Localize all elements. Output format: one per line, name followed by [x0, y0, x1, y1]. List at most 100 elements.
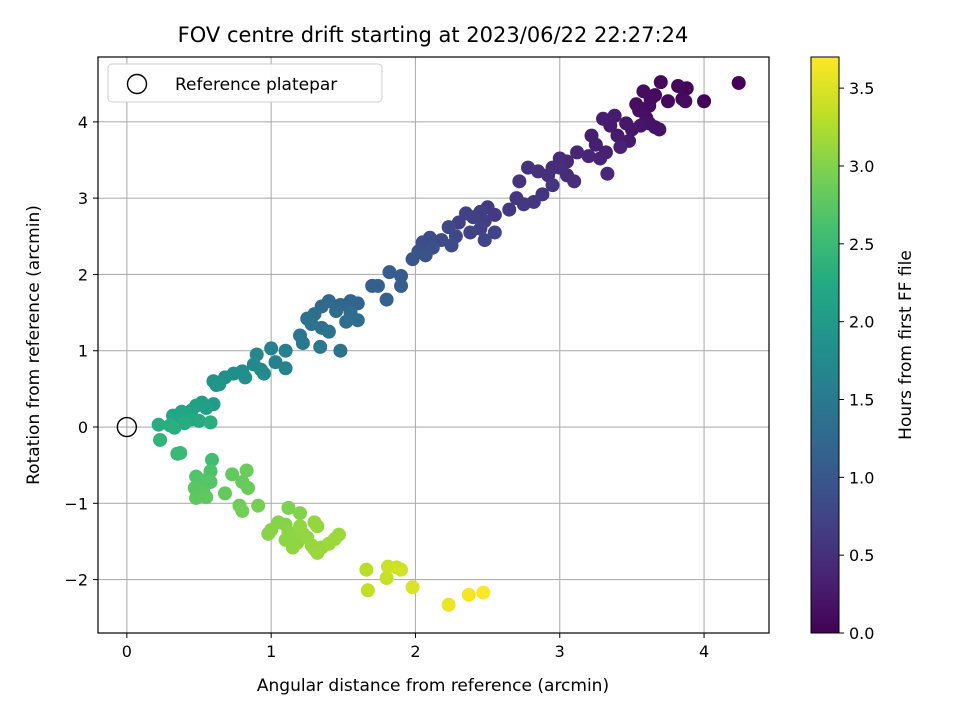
data-point	[593, 151, 608, 166]
data-point	[333, 343, 348, 358]
data-point	[331, 527, 346, 542]
data-point	[199, 490, 214, 505]
data-point	[153, 432, 168, 447]
data-point	[204, 452, 219, 467]
data-point	[570, 145, 585, 160]
data-point	[521, 160, 536, 175]
data-point	[278, 343, 293, 358]
data-point	[731, 75, 746, 90]
data-point	[379, 571, 394, 586]
data-point	[581, 149, 596, 164]
legend: Reference platepar	[107, 63, 383, 103]
data-point	[512, 174, 527, 189]
data-point	[382, 265, 397, 280]
colorbar-tick-label: 3.0	[849, 157, 874, 176]
data-point	[476, 585, 491, 600]
data-point	[405, 252, 420, 267]
data-point	[502, 202, 517, 217]
data-point	[653, 75, 668, 90]
data-point	[567, 174, 582, 189]
chart-title: FOV centre drift starting at 2023/06/22 …	[178, 23, 689, 47]
data-point	[339, 314, 354, 329]
data-point	[613, 140, 628, 155]
legend-marker-open-circle	[126, 73, 148, 95]
data-point	[610, 128, 625, 143]
data-point	[444, 238, 459, 253]
data-point	[192, 413, 207, 428]
data-point	[329, 304, 344, 319]
data-point	[167, 420, 182, 435]
data-point	[293, 519, 308, 534]
data-point	[418, 248, 433, 263]
data-point	[588, 137, 603, 152]
data-points	[151, 75, 746, 612]
data-point	[264, 341, 279, 356]
data-point	[487, 225, 502, 240]
data-point	[321, 324, 336, 339]
data-point	[173, 445, 188, 460]
y-tick-label: 0	[78, 418, 88, 437]
colorbar: 0.0 0.5 1.0 1.5 2.0 2.5 3.0 3.5	[810, 56, 874, 643]
data-point	[394, 562, 409, 577]
data-point	[405, 580, 420, 595]
data-point	[151, 417, 166, 432]
x-tick-label: 2	[410, 642, 420, 661]
data-point	[697, 94, 712, 109]
y-axis-label: Rotation from reference (arcmin)	[24, 205, 44, 485]
data-point	[256, 366, 271, 381]
x-tick-label: 0	[122, 642, 132, 661]
reference-platepar-marker	[116, 416, 138, 438]
data-point	[619, 116, 634, 131]
plot-frame	[97, 56, 770, 634]
colorbar-tick-label: 3.5	[849, 79, 874, 98]
data-point	[359, 562, 374, 577]
data-point	[251, 498, 266, 513]
colorbar-gradient	[811, 57, 839, 633]
data-point	[360, 583, 375, 598]
data-point	[241, 481, 256, 496]
data-point	[678, 94, 693, 109]
data-point	[671, 78, 686, 93]
colorbar-tick-label: 2.0	[849, 313, 874, 332]
y-tick-label: −2	[64, 571, 88, 590]
data-point	[463, 225, 478, 240]
data-point	[636, 84, 651, 99]
data-point	[285, 540, 300, 555]
axis-ticks: 0 1 2 3 4 −2 −1 0 1 2 3 4	[64, 113, 709, 661]
data-point	[313, 339, 328, 354]
colorbar-tick-label: 0.5	[849, 546, 874, 565]
data-point	[441, 220, 456, 235]
colorbar-tick-label: 2.5	[849, 235, 874, 254]
x-tick-label: 4	[699, 642, 709, 661]
data-point	[203, 464, 218, 479]
data-point	[370, 278, 385, 293]
data-point	[461, 587, 476, 602]
data-point	[600, 166, 615, 181]
data-point	[278, 361, 293, 376]
legend-box	[107, 63, 383, 103]
data-point	[477, 233, 492, 248]
data-point	[281, 500, 296, 515]
legend-entry-label: Reference platepar	[175, 75, 337, 95]
data-point	[652, 122, 667, 137]
colorbar-frame	[810, 56, 840, 634]
data-point	[189, 490, 204, 505]
colorbar-tick-label: 1.0	[849, 468, 874, 487]
data-point	[509, 191, 524, 206]
data-point	[235, 503, 250, 518]
data-point	[295, 336, 310, 351]
y-tick-label: 2	[78, 265, 88, 284]
data-point	[203, 415, 218, 430]
data-point	[261, 526, 276, 541]
data-point	[394, 268, 409, 283]
x-tick-label: 1	[266, 642, 276, 661]
data-point	[310, 519, 325, 534]
grid	[98, 57, 769, 633]
x-axis-label: Angular distance from reference (arcmin)	[257, 676, 609, 696]
data-point	[350, 313, 365, 328]
data-point	[225, 467, 240, 482]
y-tick-label: 4	[78, 113, 88, 132]
data-point	[238, 370, 253, 385]
colorbar-label: Hours from first FF file	[896, 250, 916, 440]
